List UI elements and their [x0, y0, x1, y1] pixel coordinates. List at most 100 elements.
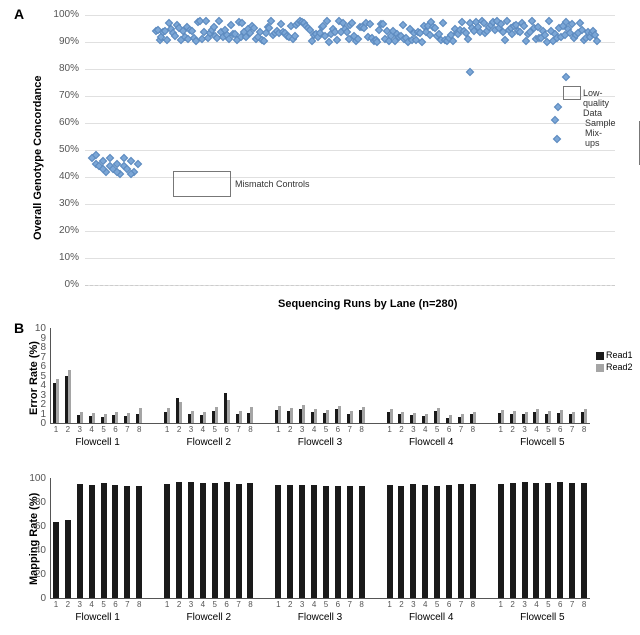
legend-swatch: [596, 352, 604, 360]
mapping-rate-plot: [50, 478, 590, 598]
mapping-ytick: 40: [24, 545, 46, 556]
error-bar-read2: [179, 402, 182, 423]
lane-label: 4: [532, 600, 540, 609]
annotation-label: Sample Mix-ups: [585, 118, 616, 148]
error-bar-read2: [449, 415, 452, 423]
lane-label: 1: [274, 425, 282, 434]
lane-label: 7: [235, 600, 243, 609]
lane-label: 5: [544, 600, 552, 609]
lane-label: 5: [433, 600, 441, 609]
lane-label: 8: [358, 600, 366, 609]
error-axis: [50, 423, 590, 424]
lane-label: 6: [556, 425, 564, 434]
panel-a-gridline: [85, 150, 615, 151]
error-bar-read2: [501, 410, 504, 423]
error-bar-read2: [290, 408, 293, 423]
flowcell-label: Flowcell 3: [272, 437, 367, 448]
error-bar-read2: [584, 409, 587, 423]
panel-a-gridline: [85, 258, 615, 259]
lane-label: 4: [310, 600, 318, 609]
error-bar-read2: [390, 409, 393, 423]
error-bar-read2: [278, 406, 281, 423]
lane-label: 1: [163, 425, 171, 434]
mapping-bar: [522, 482, 528, 598]
lane-label: 4: [199, 600, 207, 609]
error-bar-read2: [68, 370, 71, 423]
panel-a-ytick: 90%: [47, 36, 79, 47]
panel-a-ytick: 20%: [47, 225, 79, 236]
lane-label: 7: [457, 425, 465, 434]
legend-label: Read2: [606, 362, 633, 372]
error-bar-read2: [80, 412, 83, 423]
lane-label: 2: [175, 425, 183, 434]
panel-a-ytick: 30%: [47, 198, 79, 209]
scatter-point: [561, 73, 569, 81]
mapping-axis: [50, 598, 590, 599]
panel-a-baseline: [85, 285, 615, 286]
error-bar-read2: [572, 412, 575, 423]
lane-label: 5: [433, 425, 441, 434]
error-bar-read2: [215, 407, 218, 423]
lane-label: 3: [409, 600, 417, 609]
error-bar-read2: [115, 412, 118, 423]
lane-label: 5: [544, 425, 552, 434]
lane-label: 4: [532, 425, 540, 434]
panel-a-ytick: 50%: [47, 144, 79, 155]
lane-label: 6: [334, 425, 342, 434]
lane-label: 6: [111, 600, 119, 609]
panel-a-gridline: [85, 177, 615, 178]
annotation-label: Low-quality Data: [583, 88, 615, 118]
mapping-bar: [136, 486, 142, 598]
mapping-bar: [581, 483, 587, 598]
mapping-bar: [359, 486, 365, 598]
error-ytick: 8: [28, 342, 46, 353]
panel-a-ytick: 100%: [47, 9, 79, 20]
mapping-bar: [101, 483, 107, 598]
mapping-ytick: 60: [24, 521, 46, 532]
lane-label: 3: [521, 425, 529, 434]
error-ytick: 7: [28, 352, 46, 363]
panel-a-gridline: [85, 69, 615, 70]
error-ytick: 1: [28, 409, 46, 420]
lane-label: 6: [445, 600, 453, 609]
panel-b-label: B: [14, 320, 24, 336]
mapping-bar: [347, 486, 353, 598]
lane-label: 2: [64, 600, 72, 609]
figure-canvas: A Overall Genotype Concordance Mismatch …: [0, 0, 640, 635]
lane-label: 8: [246, 600, 254, 609]
error-bar-read2: [250, 407, 253, 423]
mapping-ytick: 80: [24, 497, 46, 508]
lane-label: 6: [445, 425, 453, 434]
annotation-box: [173, 171, 231, 197]
error-bar-read2: [326, 410, 329, 423]
scatter-point: [202, 17, 210, 25]
mapping-bar: [236, 484, 242, 598]
lane-label: 3: [187, 425, 195, 434]
scatter-point: [552, 135, 560, 143]
flowcell-label: Flowcell 2: [161, 437, 256, 448]
lane-label: 8: [358, 425, 366, 434]
lane-label: 1: [386, 600, 394, 609]
panel-a-ytick: 60%: [47, 117, 79, 128]
mapping-bar: [53, 522, 59, 598]
lane-label: 8: [580, 600, 588, 609]
error-bar-read2: [227, 400, 230, 423]
scatter-point: [448, 37, 456, 45]
lane-label: 3: [76, 425, 84, 434]
error-ytick: 6: [28, 361, 46, 372]
lane-label: 1: [274, 600, 282, 609]
mapping-bar: [470, 484, 476, 598]
mapping-bar: [275, 485, 281, 598]
error-bar-read2: [56, 379, 59, 423]
mapping-bar: [176, 482, 182, 598]
mapping-bar: [188, 482, 194, 598]
panel-a-ylabel: Overall Genotype Concordance: [32, 76, 44, 240]
flowcell-label: Flowcell 4: [384, 437, 479, 448]
error-bar-read2: [536, 409, 539, 423]
lane-label: 3: [187, 600, 195, 609]
panel-a-ytick: 0%: [47, 279, 79, 290]
legend-swatch: [596, 364, 604, 372]
lane-label: 4: [421, 425, 429, 434]
scatter-point: [333, 36, 341, 44]
legend-label: Read1: [606, 350, 633, 360]
